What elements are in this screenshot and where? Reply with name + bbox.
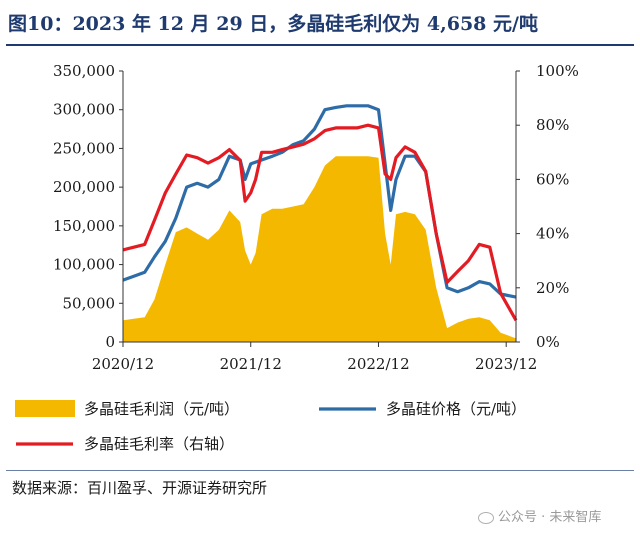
right-tick-label: 20% bbox=[536, 279, 569, 297]
right-tick-label: 100% bbox=[536, 62, 579, 80]
legend: 多晶硅毛利润（元/吨） 多晶硅价格（元/吨） 多晶硅毛利率（右轴） bbox=[15, 400, 526, 453]
legend-label-price: 多晶硅价格（元/吨） bbox=[386, 400, 526, 418]
x-tick-label: 2021/12 bbox=[220, 355, 282, 373]
margin-line bbox=[122, 123, 518, 322]
right-tick-label: 60% bbox=[536, 170, 569, 188]
chart-title: 图10：2023 年 12 月 29 日，多晶硅毛利仅为 4,658 元/吨 bbox=[8, 13, 538, 35]
title-rule bbox=[6, 44, 634, 46]
profit-area-layer bbox=[123, 156, 516, 342]
left-tick-label: 300,000 bbox=[53, 101, 115, 119]
left-tick-label: 0 bbox=[105, 333, 115, 351]
left-tick-label: 200,000 bbox=[53, 178, 115, 196]
profit-area bbox=[123, 156, 516, 342]
right-tick-label: 0% bbox=[536, 333, 560, 351]
left-tick-label: 350,000 bbox=[53, 62, 115, 80]
right-tick-label: 80% bbox=[536, 116, 569, 134]
x-tick-label: 2020/12 bbox=[92, 355, 154, 373]
right-tick-label: 40% bbox=[536, 225, 569, 243]
axis-layer: 0 50,000 100,000 150,000 200,000 250,000 300,0… bbox=[53, 62, 579, 373]
line-layer bbox=[122, 104, 518, 322]
watermark: 公众号 · 未来智库 bbox=[478, 506, 601, 525]
source-note: 数据来源：百川盈孚、开源证券研究所 bbox=[12, 479, 268, 497]
legend-label-profit: 多晶硅毛利润（元/吨） bbox=[84, 400, 239, 418]
x-tick-label: 2023/12 bbox=[475, 355, 537, 373]
wechat-icon bbox=[478, 511, 494, 524]
left-tick-label: 100,000 bbox=[53, 256, 115, 274]
left-tick-label: 250,000 bbox=[53, 139, 115, 157]
watermark-text: 公众号 · 未来智库 bbox=[498, 510, 602, 525]
legend-label-margin: 多晶硅毛利率（右轴） bbox=[84, 435, 234, 453]
left-tick-label: 50,000 bbox=[63, 294, 116, 312]
legend-swatch-profit bbox=[15, 400, 75, 417]
source-rule bbox=[6, 470, 634, 471]
x-tick-label: 2022/12 bbox=[347, 355, 409, 373]
chart-canvas: 0 50,000 100,000 150,000 200,000 250,000 300,0… bbox=[15, 62, 579, 453]
left-tick-label: 150,000 bbox=[53, 217, 115, 235]
